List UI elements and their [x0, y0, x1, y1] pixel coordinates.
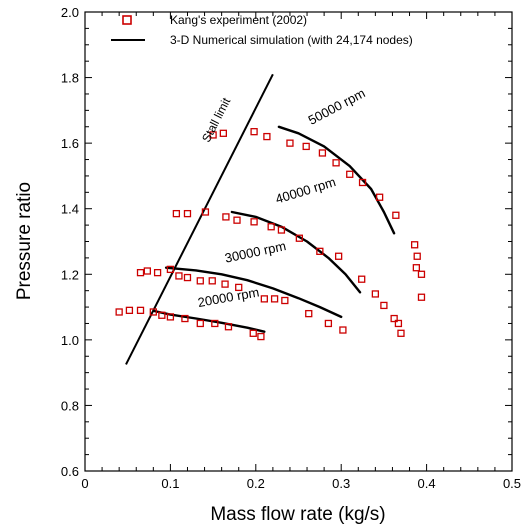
experiment-point [143, 267, 151, 275]
experiment-point [208, 277, 216, 285]
experiment-point [235, 283, 243, 292]
experiment-point [211, 319, 219, 328]
y-tick-label: 1.8 [61, 71, 79, 86]
experiment-point [158, 311, 166, 319]
experiment-point [397, 329, 405, 337]
experiment-point [250, 218, 258, 226]
experiment-point [222, 213, 230, 221]
experiment-point [196, 277, 204, 285]
experiment-point [249, 329, 257, 337]
experiment-point [358, 178, 367, 187]
experiment-point [281, 296, 289, 305]
experiment-point [166, 313, 175, 321]
experiment-point [375, 193, 384, 201]
experiment-point [201, 208, 210, 216]
experiment-point [221, 280, 229, 288]
legend: Kang's experiment (2002) 3-D Numerical s… [111, 13, 413, 47]
simulation-curve [277, 125, 396, 235]
curve-label: 20000 rpm [196, 284, 260, 310]
experiment-point [413, 252, 421, 260]
y-tick-label: 2.0 [61, 5, 79, 20]
experiment-point [332, 159, 340, 167]
x-tick-label: 0.5 [503, 476, 521, 491]
experiment-point [302, 142, 310, 151]
x-tick-label: 0.3 [332, 476, 350, 491]
x-tick-label: 0.1 [161, 476, 179, 491]
y-tick-label: 1.2 [61, 267, 79, 282]
experiment-point [346, 170, 354, 178]
curve-label: 30000 rpm [223, 238, 287, 266]
legend-marker-experiment [122, 15, 132, 25]
curve-label: 50000 rpm [306, 85, 368, 127]
experiment-point [219, 129, 227, 137]
y-tick-label: 1.6 [61, 136, 79, 151]
experiment-point [172, 209, 181, 218]
y-axis-title: Pressure ratio [14, 182, 35, 300]
experiment-point [316, 247, 324, 255]
experiment-point [267, 223, 275, 231]
experiment-point [196, 319, 204, 328]
experiment-point [358, 275, 366, 283]
experiment-point [380, 301, 388, 310]
y-tick-label: 0.8 [61, 398, 79, 413]
experiment-point [417, 293, 426, 301]
experiment-point [394, 319, 403, 328]
experiment-point [183, 273, 192, 282]
y-tick-label: 1.4 [61, 202, 79, 217]
experiment-point [263, 132, 271, 141]
stall-limit-line [125, 73, 274, 365]
experiment-point [233, 216, 241, 224]
experiment-point [125, 306, 134, 315]
experiment-point [286, 139, 294, 147]
experiment-point [136, 268, 145, 277]
experiment-point [224, 323, 233, 331]
y-tick-label: 0.6 [61, 464, 79, 479]
x-tick-label: 0.4 [418, 476, 436, 491]
experiment-point [412, 264, 421, 272]
experiment-point [318, 149, 327, 157]
experiment-point [250, 128, 258, 136]
simulation-lines [125, 73, 396, 365]
experiment-point [115, 308, 123, 316]
simulation-curve [230, 210, 362, 294]
experiment-point [392, 211, 400, 219]
experiment-point [209, 131, 217, 139]
curve-label: 40000 rpm [274, 174, 338, 207]
axis-ticks [84, 11, 513, 472]
experiment-point [166, 265, 175, 274]
experiment-point [390, 314, 398, 323]
experiment-point [181, 314, 189, 323]
experiment-point [175, 272, 183, 280]
experiment-point [153, 268, 162, 277]
experiment-point [183, 209, 192, 218]
experiment-point [277, 226, 286, 234]
y-tick-label: 1.0 [61, 333, 79, 348]
x-tick-label: 0 [81, 476, 88, 491]
experiment-point [324, 319, 333, 328]
simulation-curve [164, 266, 343, 319]
experiment-point [371, 290, 380, 298]
x-tick-label: 0.2 [247, 476, 265, 491]
experiment-point [334, 252, 343, 260]
experiment-point [295, 234, 304, 242]
experiment-point [270, 295, 279, 303]
experiment-point [417, 270, 426, 278]
experiment-point [260, 295, 268, 303]
experiment-point [257, 332, 265, 341]
experiment-point [339, 326, 347, 334]
experiment-points [115, 128, 426, 341]
experiment-point [305, 309, 313, 318]
legend-label-experiment: Kang's experiment (2002) [170, 13, 307, 27]
x-axis-title: Mass flow rate (kg/s) [210, 504, 385, 525]
experiment-point [136, 306, 145, 315]
experiment-point [149, 308, 157, 316]
experiment-point [410, 241, 419, 249]
axis-tick-labels: 0 0.1 0.2 0.3 0.4 0.5 0.6 0.8 1.0 1.2 1.4 1.6 1.8 2.0 [61, 5, 521, 491]
legend-label-simulation: 3-D Numerical simulation (with 24,174 no… [170, 33, 413, 47]
